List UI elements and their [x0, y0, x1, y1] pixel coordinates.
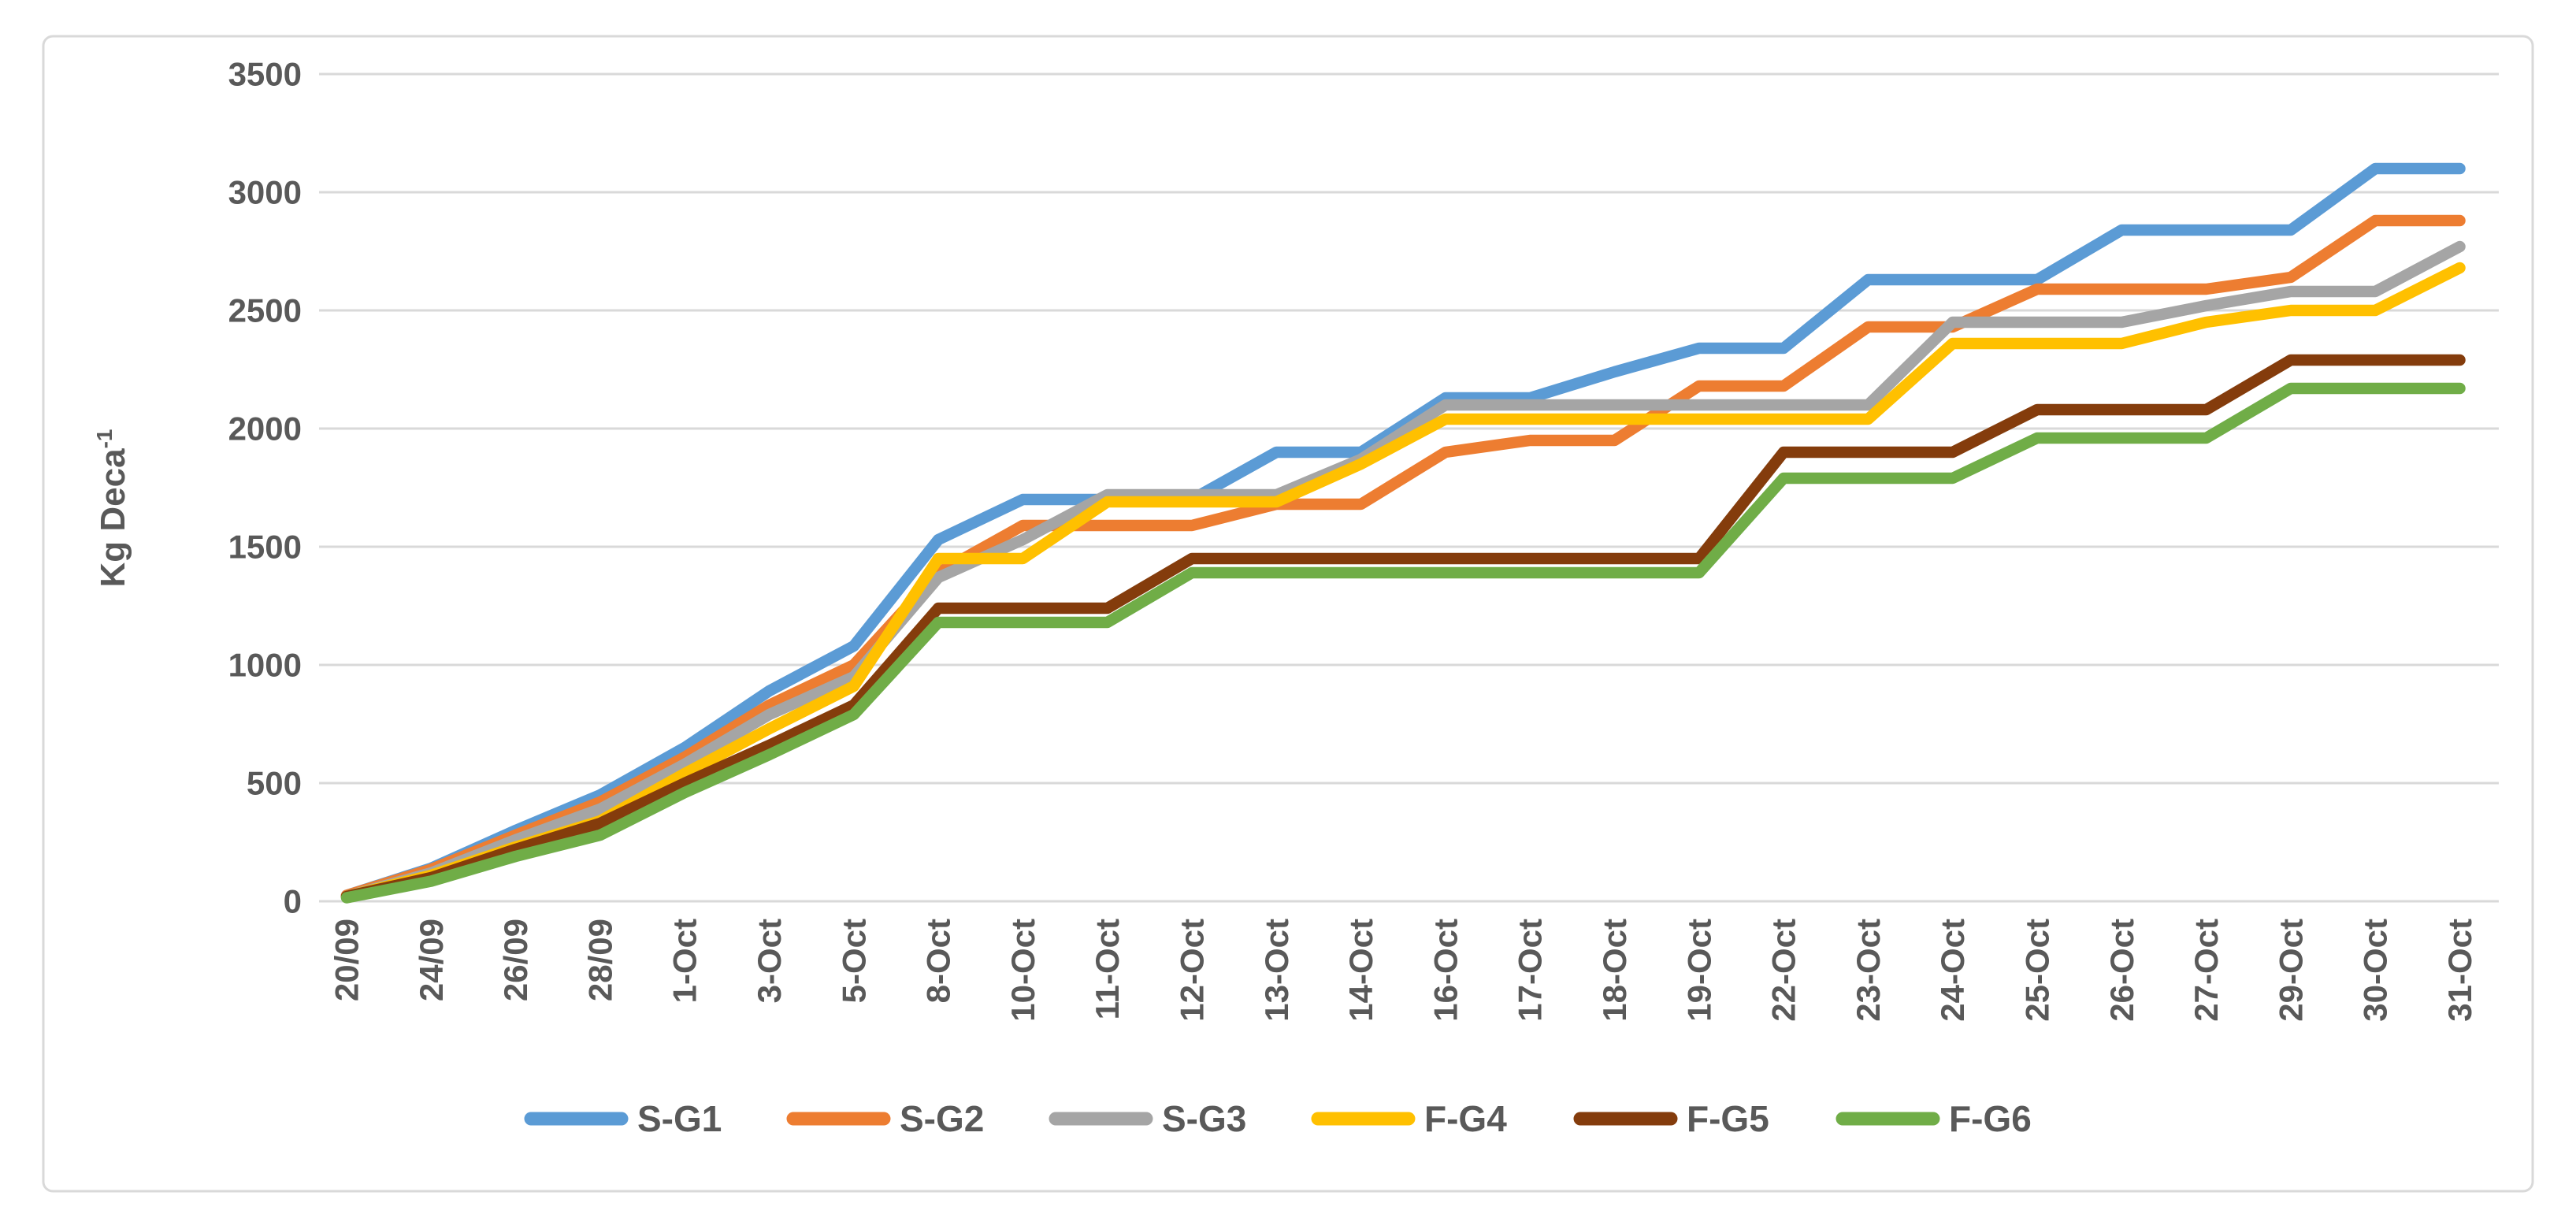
y-tick-label: 3500 [228, 56, 302, 93]
legend-item: S-G3 [1049, 1098, 1246, 1139]
y-tick-label: 2500 [228, 292, 302, 329]
x-tick-label: 30-Oct [2357, 919, 2394, 1022]
legend-item: F-G6 [1835, 1098, 2032, 1139]
legend-label: S-G1 [637, 1098, 722, 1139]
x-tick-label: 18-Oct [1596, 919, 1633, 1022]
series-line-f-g5 [340, 354, 2466, 903]
x-tick-label: 24-Oct [1934, 919, 1971, 1022]
y-tick-label: 3000 [228, 174, 302, 211]
x-tick-label: 19-Oct [1680, 919, 1717, 1022]
x-tick-label: 12-Oct [1174, 919, 1211, 1022]
legend-label: S-G3 [1162, 1098, 1246, 1139]
x-tick-label: 25-Oct [2019, 919, 2056, 1022]
x-tick-label: 31-Oct [2441, 919, 2478, 1022]
x-tick-label: 26/09 [497, 919, 534, 1001]
x-tick-label: 5-Oct [835, 919, 872, 1003]
x-tick-label: 28/09 [581, 919, 618, 1001]
x-tick-label: 23-Oct [1850, 919, 1887, 1022]
x-tick-label: 26-Oct [2103, 919, 2140, 1022]
y-tick-label: 1500 [228, 529, 302, 566]
x-tick-label: 16-Oct [1427, 919, 1464, 1022]
series-line-s-g3 [340, 240, 2466, 903]
x-tick-label: 14-Oct [1342, 919, 1379, 1022]
legend-item: S-G1 [524, 1098, 722, 1139]
legend-item: F-G5 [1573, 1098, 1769, 1139]
legend-item: F-G4 [1311, 1098, 1507, 1139]
y-axis-title-superscript: -1 [92, 429, 117, 449]
x-tick-label: 11-Oct [1089, 919, 1126, 1019]
y-tick-label: 1000 [228, 647, 302, 684]
x-tick-label: 10-Oct [1004, 919, 1041, 1022]
x-tick-label: 22-Oct [1765, 919, 1802, 1022]
x-tick-label: 24/09 [413, 919, 450, 1001]
y-axis-title-text: Kg Deca [94, 448, 132, 588]
legend-label: F-G6 [1949, 1098, 2032, 1139]
legend-label: S-G2 [900, 1098, 984, 1139]
x-tick-label: 13-Oct [1258, 919, 1295, 1022]
legend-item: S-G2 [786, 1098, 984, 1139]
legend-label: F-G4 [1424, 1098, 1507, 1139]
x-tick-label: 8-Oct [920, 919, 957, 1003]
y-tick-label: 0 [284, 883, 302, 920]
y-tick-label: 500 [247, 765, 302, 802]
x-tick-label: 17-Oct [1512, 919, 1549, 1022]
series-line-s-g1 [340, 162, 2466, 901]
series-line-f-g6 [340, 382, 2466, 904]
legend-label: F-G5 [1687, 1098, 1769, 1139]
y-axis-title: Kg Deca-1 [92, 429, 132, 588]
y-tick-label: 2000 [228, 410, 302, 447]
x-tick-label: 1-Oct [666, 919, 703, 1003]
series-line-f-g4 [340, 262, 2466, 903]
x-tick-label: 3-Oct [751, 919, 788, 1003]
series-line-s-g2 [340, 214, 2466, 901]
x-tick-label: 27-Oct [2188, 919, 2225, 1022]
x-tick-label: 29-Oct [2272, 919, 2309, 1022]
x-tick-label: 20/09 [328, 919, 366, 1001]
